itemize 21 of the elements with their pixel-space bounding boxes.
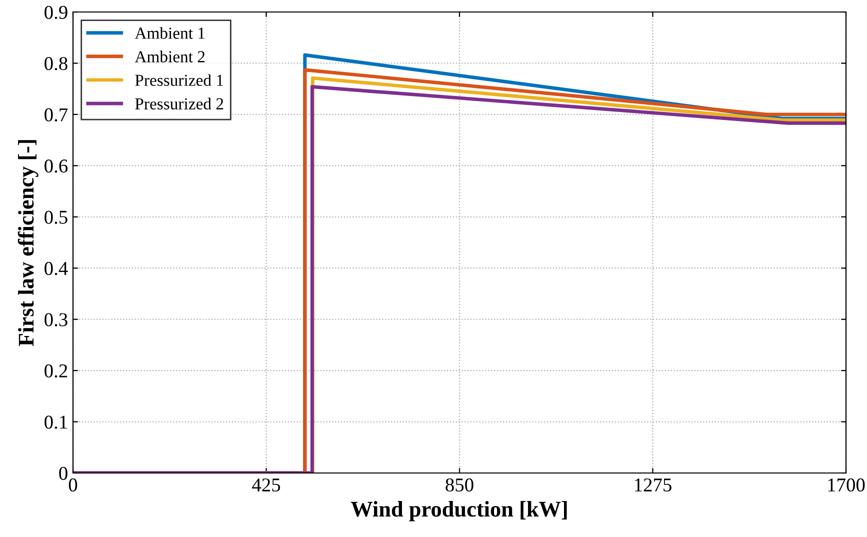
y-tick-label: 0.6 <box>44 159 68 173</box>
y-tick-label: 0.2 <box>44 364 68 378</box>
y-tick-label: 0.1 <box>44 416 67 429</box>
y-tick-label: 0.8 <box>44 57 68 70</box>
y-tick-label: 0.4 <box>44 262 68 276</box>
legend-label: Ambient 2 <box>134 50 205 62</box>
x-tick-label: 1700 <box>828 478 865 492</box>
x-axis-title: Wind production [kW] <box>350 501 567 522</box>
x-tick-label: 425 <box>252 478 280 492</box>
y-tick-label: 0.9 <box>44 6 68 20</box>
x-tick-label: 850 <box>446 478 474 492</box>
y-tick-label: 0.3 <box>44 313 68 326</box>
y-tick-label: 0.5 <box>44 210 68 224</box>
y-tick-label: 0.7 <box>44 108 68 122</box>
y-axis-title: First law efficiency [-] <box>18 140 38 346</box>
legend-label: Pressurized 2 <box>135 98 224 110</box>
x-tick-label: 1275 <box>635 478 672 492</box>
x-tick-label: 0 <box>68 478 78 492</box>
legend-label: Pressurized 1 <box>135 74 223 86</box>
legend-label: Ambient 1 <box>134 27 204 39</box>
y-tick-label: 0 <box>59 466 68 480</box>
